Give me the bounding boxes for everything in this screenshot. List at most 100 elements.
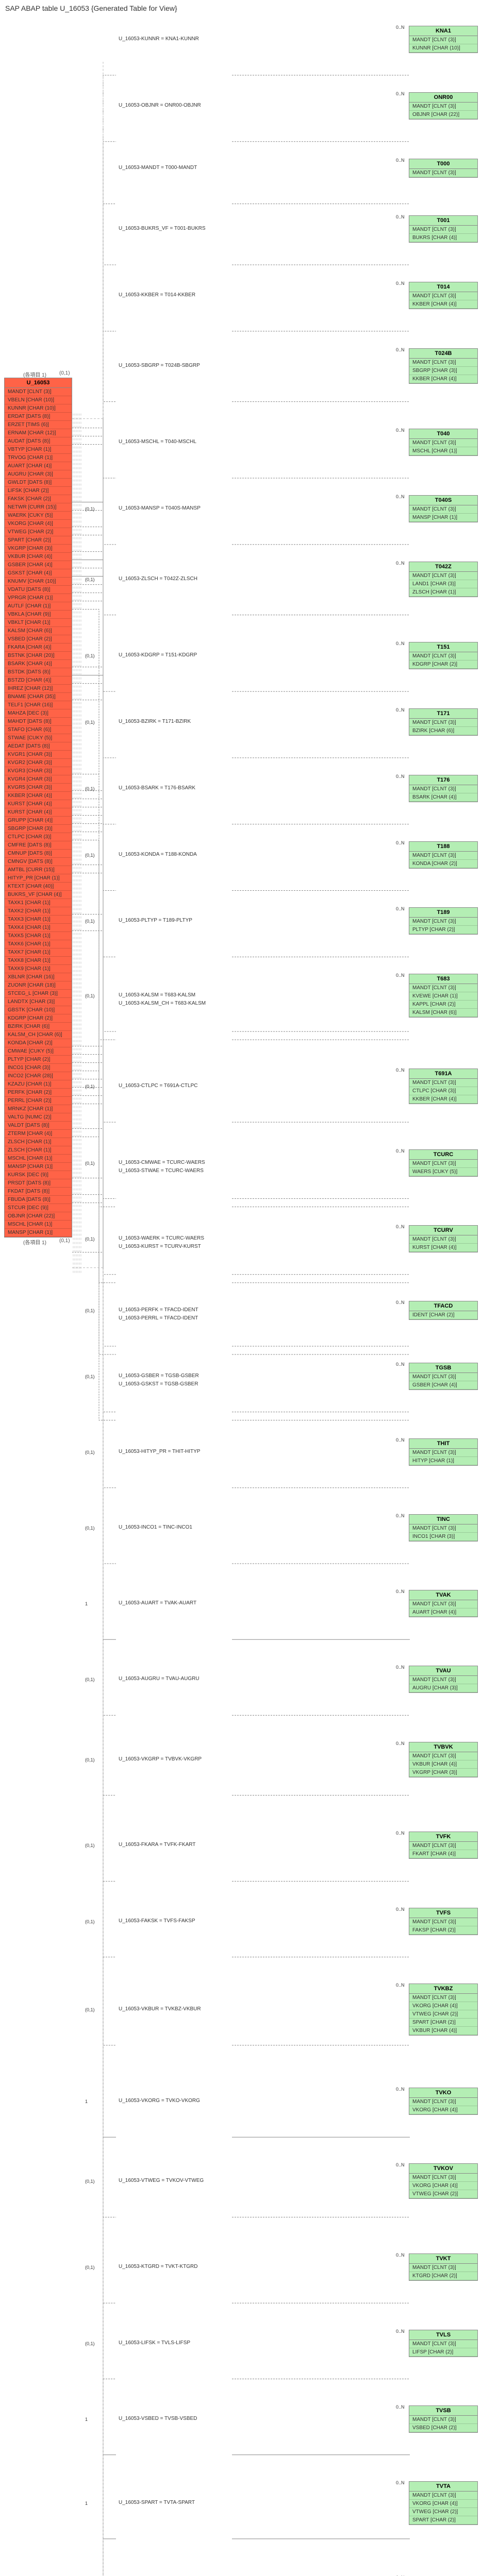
source-field: SBGRP [CHAR (3)] bbox=[5, 825, 72, 833]
card-right: 0..N bbox=[396, 840, 405, 845]
target-header: T014 bbox=[409, 282, 477, 292]
card-right: 0..N bbox=[396, 973, 405, 978]
source-field: NETWR [CURR (15)] bbox=[5, 503, 72, 512]
target-field: KKBER [CHAR (4)] bbox=[409, 300, 477, 309]
target-header: TVFK bbox=[409, 1832, 477, 1842]
fk-label: U_16053-KALSM_CH = T683-KALSM bbox=[119, 1001, 206, 1006]
source-field: BNAME [CHAR (35)] bbox=[5, 693, 72, 701]
source-field: VALTG [NUMC (2)] bbox=[5, 1113, 72, 1122]
target-header: T151 bbox=[409, 642, 477, 652]
source-field: AUTLF [CHAR (1)] bbox=[5, 602, 72, 611]
source-field: VBTYP [CHAR (1)] bbox=[5, 446, 72, 454]
target-field: KVEWE [CHAR (1)] bbox=[409, 992, 477, 1001]
card-left: (0,1) bbox=[85, 720, 95, 725]
source-field: KURST [CHAR (4)] bbox=[5, 808, 72, 817]
source-field: STCUR [DEC (9)] bbox=[5, 1204, 72, 1212]
source-field: AUGRU [CHAR (3)] bbox=[5, 470, 72, 479]
source-field: GWLDT [DATS (8)] bbox=[5, 479, 72, 487]
target-field: MANDT [CLNT (3)] bbox=[409, 2264, 477, 2272]
target-field: MANDT [CLNT (3)] bbox=[409, 1994, 477, 2002]
source-field: OBJNR [CHAR (22)] bbox=[5, 1212, 72, 1221]
card-right: 0..N bbox=[396, 1300, 405, 1305]
fk-edge bbox=[72, 502, 410, 1640]
target-table: T040SMANDT [CLNT (3)]MANSP [CHAR (1)] bbox=[409, 495, 478, 522]
source-field: KUNNR [CHAR (10)] bbox=[5, 404, 72, 413]
fk-edge bbox=[72, 807, 410, 2576]
target-field: FAKSP [CHAR (2)] bbox=[409, 1926, 477, 1935]
target-table: T151MANDT [CLNT (3)]KDGRP [CHAR (2)] bbox=[409, 642, 478, 669]
fk-label: U_16053-KDGRP = T151-KDGRP bbox=[119, 652, 197, 658]
target-header: T040S bbox=[409, 496, 477, 505]
fk-label: U_16053-FKARA = TVFK-FKART bbox=[119, 1842, 195, 1848]
target-table: T040MANDT [CLNT (3)]MSCHL [CHAR (1)] bbox=[409, 429, 478, 456]
source-field: KURSK [DEC (9)] bbox=[5, 1171, 72, 1179]
fk-edge bbox=[72, 791, 410, 2576]
target-field: KAPPL [CHAR (2)] bbox=[409, 1001, 477, 1009]
fk-edge bbox=[72, 675, 410, 2455]
source-field: BUKRS_VF [CHAR (4)] bbox=[5, 891, 72, 899]
card-left: 1 bbox=[85, 2417, 88, 2422]
source-field: MSCHL [CHAR (1)] bbox=[5, 1155, 72, 1163]
source-field: MAHZA [DEC (3)] bbox=[5, 709, 72, 718]
fk-label: U_16053-BZIRK = T171-BZIRK bbox=[119, 719, 191, 724]
target-field: MANDT [CLNT (3)] bbox=[409, 36, 477, 44]
target-field: MANDT [CLNT (3)] bbox=[409, 1918, 477, 1926]
target-field: KURST [CHAR (4)] bbox=[409, 1244, 477, 1252]
card-left: (0,1) bbox=[85, 1374, 95, 1379]
fk-label: U_16053-ZLSCH = T042Z-ZLSCH bbox=[119, 576, 197, 582]
fk-label: U_16053-MANSP = T040S-MANSP bbox=[119, 505, 201, 511]
fk-edge bbox=[72, 560, 410, 2138]
source-field: VDATU [DATS (8)] bbox=[5, 586, 72, 594]
target-table: TCURCMANDT [CLNT (3)]WAERS [CUKY (5)] bbox=[409, 1149, 478, 1177]
source-field: FAKSK [CHAR (2)] bbox=[5, 495, 72, 503]
source-field: STWAE [CUKY (5)] bbox=[5, 734, 72, 742]
target-field: VTWEG [CHAR (2)] bbox=[409, 2190, 477, 2198]
target-field: MANDT [CLNT (3)] bbox=[409, 2340, 477, 2348]
target-header: THIT bbox=[409, 1439, 477, 1449]
source-field: KKBER [CHAR (4)] bbox=[5, 792, 72, 800]
target-field: MANDT [CLNT (3)] bbox=[409, 852, 477, 860]
target-header: TCURC bbox=[409, 1150, 477, 1160]
target-header: TCURV bbox=[409, 1226, 477, 1235]
target-field: MANDT [CLNT (3)] bbox=[409, 572, 477, 580]
target-field: BZIRK [CHAR (6)] bbox=[409, 727, 477, 735]
source-field: BSTNK [CHAR (20)] bbox=[5, 652, 72, 660]
source-field: INCO1 [CHAR (3)] bbox=[5, 1064, 72, 1072]
source-field: VKBUR [CHAR (4)] bbox=[5, 553, 72, 561]
target-field: LIFSP [CHAR (2)] bbox=[409, 2348, 477, 2357]
card-left: (0,1) bbox=[85, 1919, 95, 1924]
source-field: MANSP [CHAR (1)] bbox=[5, 1163, 72, 1171]
card-left: (0,1) bbox=[85, 919, 95, 924]
target-table: TVKBZMANDT [CLNT (3)]VKORG [CHAR (4)]VTW… bbox=[409, 1984, 478, 2036]
target-field: KKBER [CHAR (4)] bbox=[409, 375, 477, 383]
source-field: STAFO [CHAR (6)] bbox=[5, 726, 72, 734]
fk-label: U_16053-GSBER = TGSB-GSBER bbox=[119, 1373, 199, 1379]
target-table: TINCMANDT [CLNT (3)]INCO1 [CHAR (3)] bbox=[409, 1514, 478, 1541]
target-table: TVLSMANDT [CLNT (3)]LIFSP [CHAR (2)] bbox=[409, 2330, 478, 2357]
source-table: U_16053MANDT [CLNT (3)]VBELN [CHAR (10)]… bbox=[4, 378, 72, 1238]
source-field: VSBED [CHAR (2)] bbox=[5, 635, 72, 643]
fk-label: U_16053-INCO1 = TINC-INCO1 bbox=[119, 1524, 192, 1530]
source-field: LANDTX [CHAR (3)] bbox=[5, 998, 72, 1006]
fk-label: U_16053-MSCHL = T040-MSCHL bbox=[119, 439, 196, 445]
source-field: KALSM [CHAR (6)] bbox=[5, 627, 72, 635]
target-field: MANDT [CLNT (3)] bbox=[409, 785, 477, 793]
card-left: (0,1) bbox=[85, 1757, 95, 1762]
target-field: MANDT [CLNT (3)] bbox=[409, 1079, 477, 1087]
target-table: T042ZMANDT [CLNT (3)]LAND1 [CHAR (3)]ZLS… bbox=[409, 562, 478, 597]
source-field: ERDAT [DATS (8)] bbox=[5, 413, 72, 421]
target-field: MANDT [CLNT (3)] bbox=[409, 103, 477, 111]
source-field: PLTYP [CHAR (2)] bbox=[5, 1056, 72, 1064]
target-table: TVSBMANDT [CLNT (3)]VSBED [CHAR (2)] bbox=[409, 2405, 478, 2433]
source-field: ERZET [TIMS (6)] bbox=[5, 421, 72, 429]
fk-edge bbox=[72, 1040, 410, 1071]
card-left: (0,1) bbox=[85, 2265, 95, 2270]
fk-label: U_16053-VTWEG = TVKOV-VTWEG bbox=[119, 2178, 204, 2183]
target-field: MANDT [CLNT (3)] bbox=[409, 1842, 477, 1850]
source-field: INCO2 [CHAR (28)] bbox=[5, 1072, 72, 1080]
fk-label: U_16053-GSKST = TGSB-GSBER bbox=[119, 1381, 198, 1387]
target-table: TVFKMANDT [CLNT (3)]FKART [CHAR (4)] bbox=[409, 1832, 478, 1859]
target-table: TVKOVMANDT [CLNT (3)]VKORG [CHAR (4)]VTW… bbox=[409, 2163, 478, 2199]
fk-edge bbox=[72, 511, 410, 1716]
target-field: MANDT [CLNT (3)] bbox=[409, 226, 477, 234]
